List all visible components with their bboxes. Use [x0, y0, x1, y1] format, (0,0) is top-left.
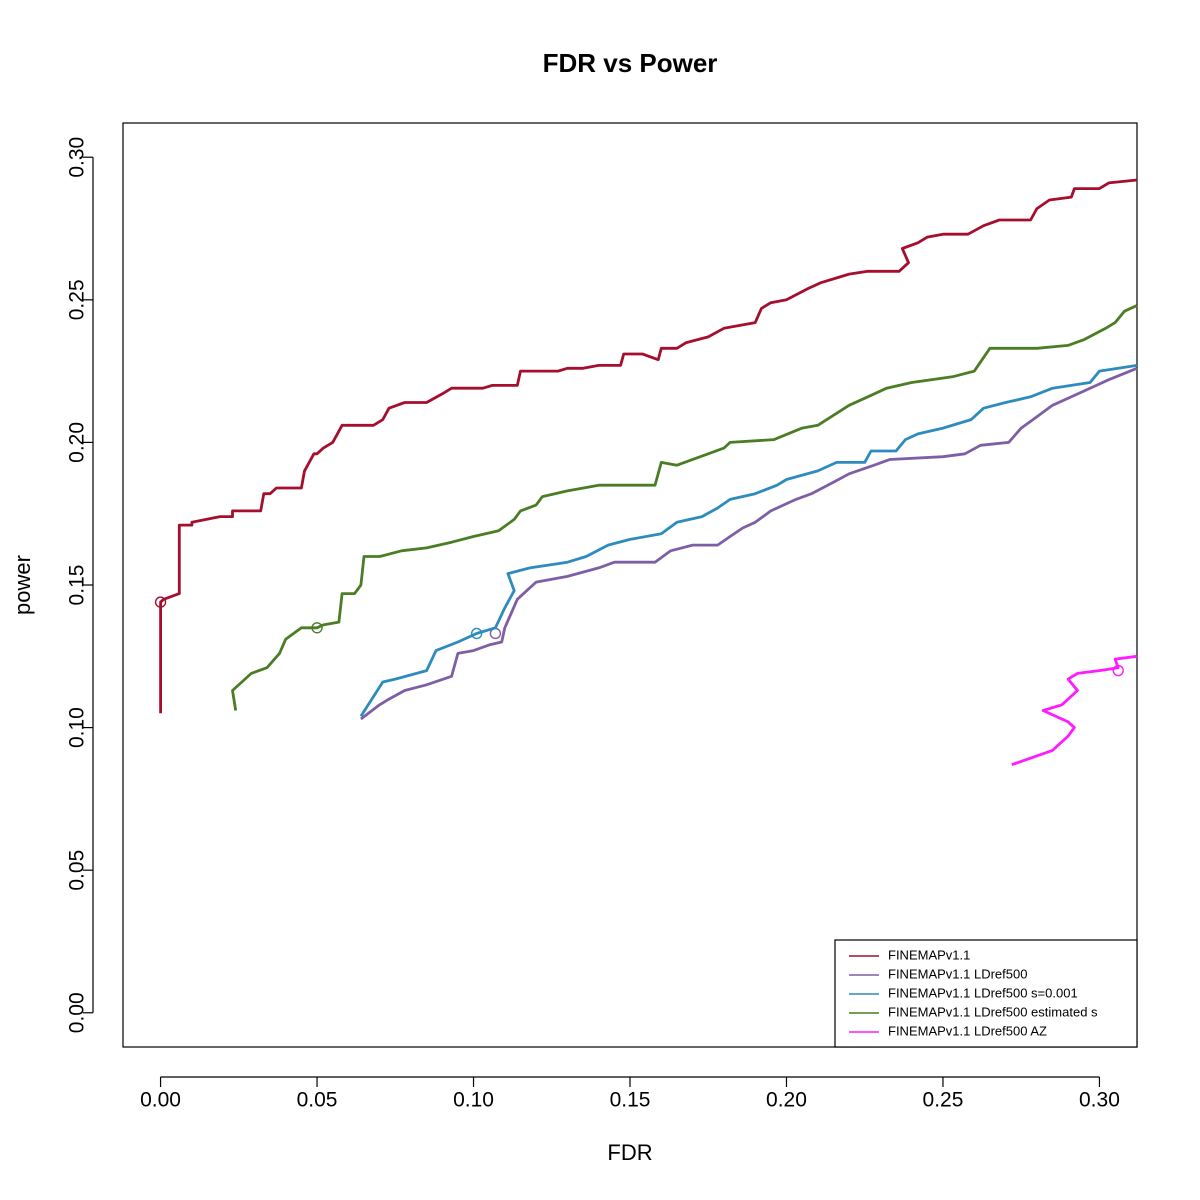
legend-box: [834, 939, 1138, 1048]
plot-frame: [122, 122, 1138, 1048]
x-tick-label: 0.20: [766, 1089, 807, 1112]
series-line-2: [360, 367, 1138, 721]
series-line-5: [1011, 654, 1138, 767]
series-line-4: [231, 304, 1138, 711]
series-marker-5: [1112, 664, 1124, 677]
legend-label: FINEMAPv1.1 LDref500 estimated s: [888, 1004, 1098, 1019]
y-axis: 0.00 0.05 0.10 0.15 0.20 0.25 0.30: [66, 137, 94, 1033]
x-axis-title: FDR: [607, 1140, 652, 1165]
y-tick-label: 0.30: [66, 137, 89, 178]
x-tick-label: 0.05: [297, 1089, 338, 1112]
series-marker-1: [154, 596, 167, 608]
chart-title: FDR vs Power: [543, 48, 718, 78]
x-tick-label: 0.30: [1079, 1089, 1120, 1112]
x-tick-label: 0.00: [140, 1089, 181, 1112]
y-tick-label: 0.20: [66, 422, 89, 463]
y-tick-label: 0.15: [66, 565, 89, 606]
y-tick-label: 0.25: [66, 279, 89, 320]
legend-label: FINEMAPv1.1: [888, 947, 970, 962]
y-axis-title: power: [10, 555, 35, 615]
x-axis: 0.00 0.05 0.10 0.15 0.20 0.25 0.30: [140, 1076, 1120, 1112]
x-tick-label: 0.15: [610, 1089, 651, 1112]
x-tick-label: 0.10: [453, 1089, 494, 1112]
legend-label: FINEMAPv1.1 LDref500 AZ: [888, 1023, 1047, 1038]
legend-label: FINEMAPv1.1 LDref500: [888, 966, 1027, 981]
series-marker-4: [311, 622, 323, 634]
series-layer: [154, 178, 1138, 767]
legend: FINEMAPv1.1 FINEMAPv1.1 LDref500 FINEMAPv1…: [834, 939, 1138, 1048]
legend-label: FINEMAPv1.1 LDref500 s=0.001: [888, 985, 1078, 1000]
series-line-3: [359, 364, 1138, 717]
series-marker-3: [470, 627, 483, 640]
y-tick-label: 0.10: [66, 707, 89, 748]
x-tick-label: 0.25: [923, 1089, 964, 1112]
y-tick-label: 0.05: [66, 850, 89, 891]
series-line-1: [159, 178, 1138, 714]
y-tick-label: 0.00: [66, 992, 89, 1033]
